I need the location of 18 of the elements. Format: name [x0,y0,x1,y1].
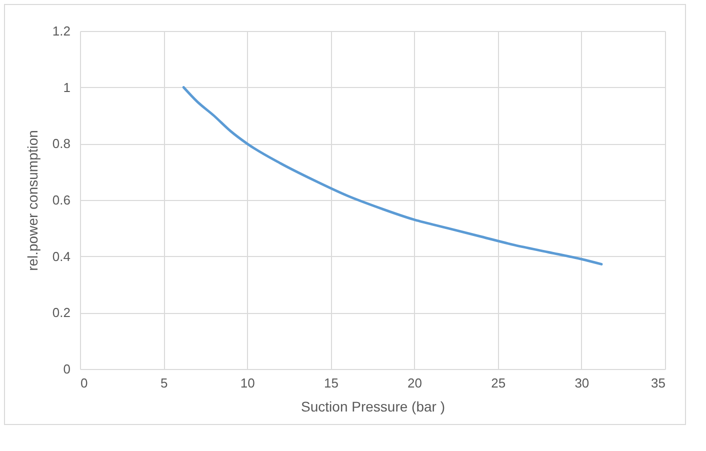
y-axis-title: rel.power consumption [24,130,40,271]
y-tick-label: 1.2 [52,24,70,38]
x-tick-label: 35 [651,376,666,390]
y-tick-label: 0 [63,362,70,376]
line-series [182,86,603,266]
y-tick-label: 0.6 [52,192,70,208]
x-tick-label: 10 [240,376,255,390]
x-axis-title: Suction Pressure (bar ) [301,398,445,414]
y-tick-label: 0.4 [52,248,70,264]
x-tick-label: 5 [160,376,168,390]
y-tick-label: 1 [63,80,70,95]
x-tick-label: 20 [408,376,422,390]
y-tick-label: 0.8 [52,136,70,152]
x-tick-label: 30 [574,376,590,390]
x-tick-label: 15 [324,376,338,390]
x-tick-label: 25 [491,376,506,390]
y-tick-label: 0.2 [52,305,70,320]
x-tick-label: 0 [80,376,88,390]
